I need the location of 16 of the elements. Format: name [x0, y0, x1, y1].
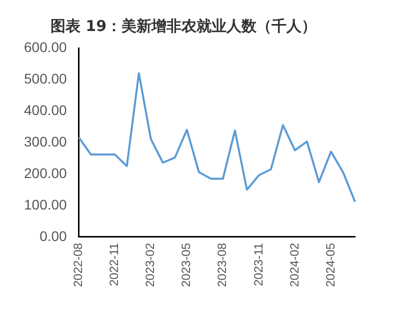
y-tick-label: 600.00: [24, 38, 68, 55]
x-tick-label: 2023-02: [143, 242, 158, 288]
x-tick-label: 2022-11: [107, 242, 122, 286]
x-tick-label: 2022-08: [71, 242, 86, 288]
chart-title: 图表 19：美新增非农就业人数（千人）: [50, 16, 317, 35]
y-tick-label: 0.00: [40, 228, 68, 244]
x-tick-label: 2024-05: [323, 242, 338, 288]
y-tick-label: 500.00: [24, 70, 68, 86]
x-tick-label: 2023-11: [251, 242, 266, 286]
x-tick-label: 2024-02: [287, 242, 302, 288]
y-tick-label: 300.00: [24, 133, 68, 150]
y-tick-label: 100.00: [24, 196, 68, 212]
x-tick-label: 2023-05: [179, 242, 194, 288]
x-tick-label: 2023-08: [215, 242, 230, 288]
y-tick-label: 200.00: [24, 164, 68, 181]
y-tick-label: 400.00: [24, 102, 68, 118]
